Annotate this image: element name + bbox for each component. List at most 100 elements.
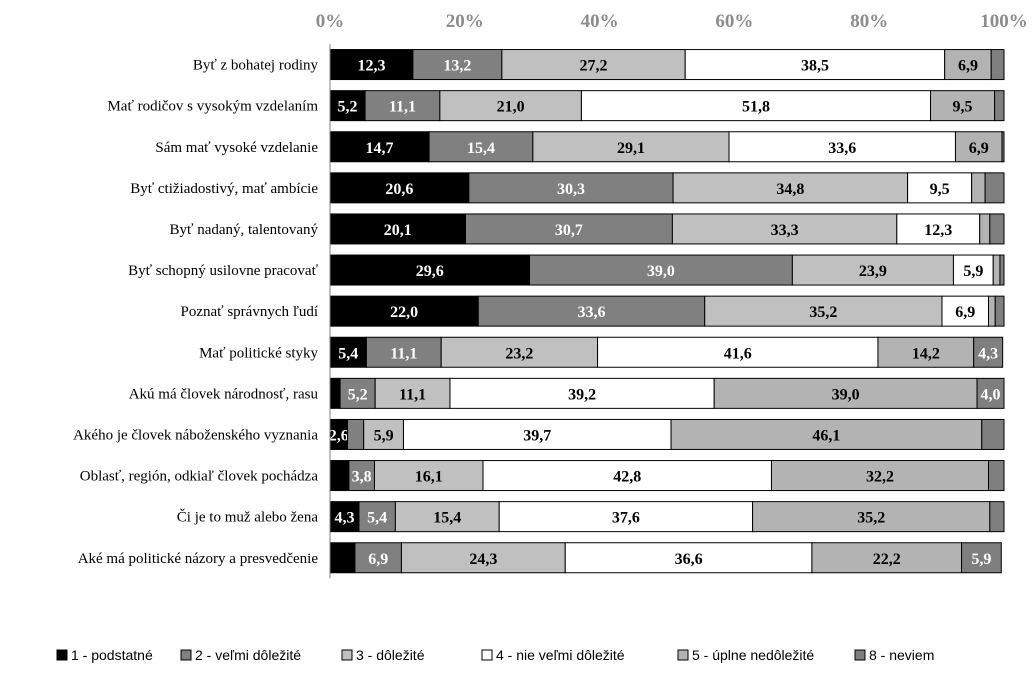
data-label: 5,9 <box>374 427 394 444</box>
x-tick-label: 60% <box>715 11 753 32</box>
data-label: 33,6 <box>828 140 856 157</box>
bar-segment <box>477 295 706 327</box>
x-tick-label: 0% <box>316 11 345 32</box>
legend-label: 1 - podstatné <box>71 647 153 663</box>
bar-segment <box>354 542 402 574</box>
bar-segment <box>976 377 1005 409</box>
category-label: Mať politické styky <box>199 345 318 361</box>
data-label: 42,8 <box>613 469 641 486</box>
bar-segment <box>439 90 582 122</box>
data-label: 6,9 <box>958 58 978 75</box>
bar-segment <box>464 213 673 245</box>
bar-segment <box>440 336 599 368</box>
x-tick-label: 80% <box>850 11 888 32</box>
bar-segment <box>498 501 754 533</box>
data-label: 3,8 <box>352 469 372 486</box>
data-label: 11,1 <box>389 99 416 116</box>
data-label: 4,3 <box>334 510 354 527</box>
data-label: 30,7 <box>555 222 583 239</box>
bar-segment <box>907 172 973 204</box>
bar-segment <box>989 501 1005 533</box>
bar-segment <box>728 131 956 163</box>
bar-segment <box>987 460 1005 492</box>
data-label: 39,2 <box>568 386 596 403</box>
bar-segment <box>532 131 730 163</box>
bar-segment <box>347 418 365 450</box>
data-label: 35,2 <box>857 510 885 527</box>
bar-segment <box>713 377 978 409</box>
bar-segment <box>482 460 772 492</box>
bar-segment <box>992 254 1001 286</box>
legend-swatch <box>56 649 68 661</box>
data-label: 16,1 <box>415 469 443 486</box>
data-label: 14,7 <box>366 140 394 157</box>
data-label: 22,2 <box>873 551 901 568</box>
bar-segment <box>449 377 715 409</box>
data-label: 46,1 <box>812 427 840 444</box>
data-label: 34,8 <box>776 181 804 198</box>
data-label: 12,3 <box>924 222 952 239</box>
legend-label: 8 - neviem <box>869 647 934 663</box>
bar-segment <box>597 336 879 368</box>
x-tick-label: 40% <box>581 11 619 32</box>
data-label: 32,2 <box>866 469 894 486</box>
bar-segment <box>329 49 414 81</box>
bar-segment <box>329 295 479 327</box>
bar-segment <box>329 542 356 574</box>
bar-segment <box>373 460 484 492</box>
legend-label: 2 - veľmi dôležité <box>195 647 301 663</box>
data-label: 21,0 <box>497 99 525 116</box>
legend-swatch <box>481 649 493 661</box>
bar-segment <box>990 49 1005 81</box>
bar-segment <box>994 90 1005 122</box>
bar-segment <box>670 418 983 450</box>
bar-segment <box>394 501 500 533</box>
data-label: 39,0 <box>647 263 675 280</box>
bar-segment <box>984 172 1005 204</box>
bar-segment <box>973 336 1004 368</box>
category-label: Byť schopný usilovne pracovať <box>128 263 318 279</box>
bar-segment <box>971 172 986 204</box>
legend-swatch <box>180 649 192 661</box>
bar-segment <box>671 213 898 245</box>
bar-segment <box>329 501 360 533</box>
data-label: 5,2 <box>348 386 368 403</box>
data-label: 15,4 <box>467 140 495 157</box>
data-label: 12,3 <box>357 58 385 75</box>
data-label: 11,1 <box>399 386 426 403</box>
bar-segment <box>752 501 991 533</box>
data-label: 39,7 <box>523 427 551 444</box>
bar-segment <box>811 542 963 574</box>
legend-label: 4 - nie veľmi dôležité <box>496 647 625 663</box>
data-label: 23,9 <box>859 263 887 280</box>
bar-segment <box>374 377 451 409</box>
bar-segment <box>329 213 466 245</box>
legend-label: 5 - úplne nedôležité <box>692 647 814 663</box>
bar-segment <box>529 254 793 286</box>
bar-segment <box>364 90 441 122</box>
bar-segment <box>979 213 991 245</box>
bar-segment <box>994 295 1005 327</box>
bar-segment <box>981 418 1005 450</box>
category-label: Poznať správnych ľudí <box>181 304 318 320</box>
bar-segment <box>896 213 981 245</box>
legend-swatch <box>341 649 353 661</box>
data-label: 9,5 <box>930 181 950 198</box>
bar-segment <box>987 295 996 327</box>
bar-segment <box>930 90 996 122</box>
data-label: 5,4 <box>367 510 387 527</box>
data-label: 14,2 <box>912 345 940 362</box>
bar-segment <box>412 49 503 81</box>
data-label: 2,6 <box>329 427 349 444</box>
data-label: 29,6 <box>416 263 444 280</box>
bar-segment <box>468 172 674 204</box>
category-label: Oblasť, región, odkiaľ človek pochádza <box>80 469 319 485</box>
x-tick-label: 20% <box>446 11 484 32</box>
category-label: Byť nadaný, talentovaný <box>170 222 319 238</box>
category-label: Či je to muž alebo žena <box>177 509 319 526</box>
data-label: 5,9 <box>971 551 991 568</box>
data-label: 5,4 <box>338 345 358 362</box>
data-label: 6,9 <box>955 304 975 321</box>
